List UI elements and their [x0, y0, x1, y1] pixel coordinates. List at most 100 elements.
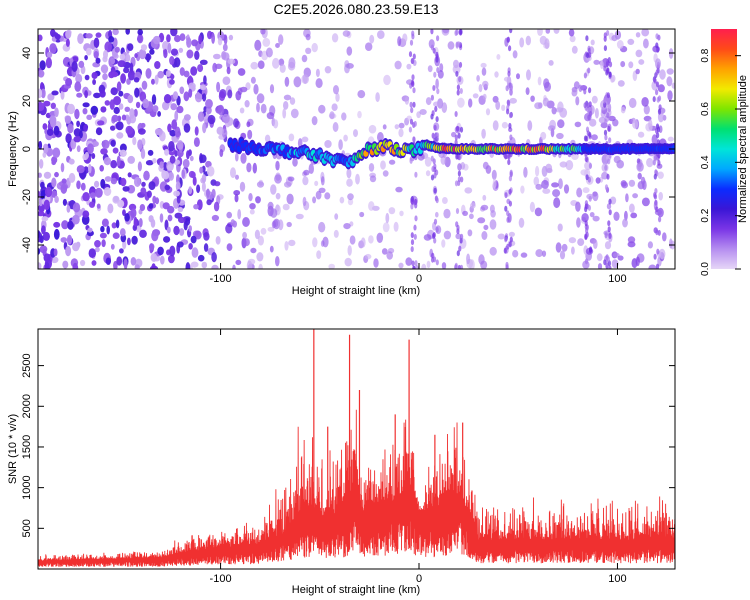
noise-cell: [84, 90, 88, 99]
noise-cell: [120, 73, 126, 84]
noise-cell: [151, 78, 155, 85]
noise-cell: [40, 88, 46, 99]
streak-cell: [412, 87, 416, 94]
streak-cell: [508, 175, 512, 182]
streak-cell: [410, 246, 414, 253]
noise-cell: [622, 218, 628, 228]
streak-cell: [655, 229, 659, 236]
streak-cell: [411, 260, 415, 267]
noise-cell: [301, 136, 309, 143]
noise-cell: [254, 229, 260, 240]
noise-cell: [230, 167, 236, 179]
streak-cell: [587, 67, 591, 74]
noise-cell: [333, 85, 339, 95]
noise-cell: [382, 124, 387, 130]
noise-cell: [162, 41, 169, 51]
noise-cell: [311, 116, 318, 126]
noise-cell: [53, 228, 60, 240]
streak-cell: [607, 57, 611, 63]
noise-cell: [497, 233, 505, 240]
noise-cell: [530, 95, 535, 102]
noise-cell: [75, 73, 83, 84]
noise-cell: [632, 193, 638, 199]
noise-cell: [576, 187, 583, 198]
noise-cell: [239, 86, 248, 93]
noise-cell: [620, 61, 626, 68]
noise-cell: [519, 37, 525, 48]
noise-cell: [110, 57, 116, 65]
noise-cell: [38, 88, 43, 99]
noise-cell: [286, 221, 292, 228]
noise-cell: [174, 110, 179, 122]
streak-cell: [507, 70, 511, 77]
noise-cell: [467, 229, 473, 237]
noise-cell: [480, 62, 487, 68]
heatmap-x-tick-label: 100: [608, 273, 626, 285]
noise-cell: [617, 255, 624, 261]
noise-cell: [186, 150, 190, 160]
noise-cell: [114, 46, 120, 53]
noise-cell: [225, 223, 233, 234]
streak-cell: [410, 107, 414, 114]
snr-x-tick-label: -100: [210, 573, 232, 585]
noise-cell: [382, 222, 390, 233]
streak-cell: [454, 262, 458, 269]
noise-cell: [39, 235, 44, 244]
noise-cell: [167, 42, 172, 54]
noise-cell: [222, 76, 231, 85]
noise-cell: [197, 111, 205, 122]
noise-cell: [205, 99, 213, 109]
streak-cell: [409, 157, 413, 164]
noise-cell: [127, 155, 135, 164]
noise-cell: [40, 181, 45, 189]
noise-cell: [217, 37, 223, 46]
noise-cell: [100, 148, 108, 155]
noise-cell: [65, 38, 70, 47]
noise-cell: [492, 178, 497, 189]
noise-cell: [447, 41, 455, 50]
noise-cell: [92, 141, 99, 147]
noise-cell: [171, 119, 178, 130]
noise-cell: [246, 162, 252, 173]
noise-cell: [213, 53, 221, 60]
noise-cell: [388, 159, 396, 165]
noise-cell: [191, 39, 199, 47]
noise-cell: [284, 241, 289, 251]
heatmap-y-tick-label: -40: [21, 237, 33, 253]
noise-cell: [273, 119, 279, 129]
snr-y-tick-label: 500: [21, 519, 33, 537]
noise-cell: [669, 238, 673, 249]
noise-cell: [163, 94, 172, 104]
noise-cell: [110, 160, 118, 169]
streak-cell: [606, 92, 611, 99]
noise-cell: [582, 187, 590, 194]
noise-cell: [509, 97, 517, 104]
noise-cell: [141, 80, 148, 90]
noise-cell: [199, 59, 208, 65]
noise-cell: [419, 109, 427, 115]
noise-cell: [205, 160, 212, 168]
streak-cell: [656, 126, 661, 133]
noise-cell: [130, 257, 137, 266]
noise-cell: [574, 121, 582, 128]
noise-cell: [49, 43, 57, 54]
noise-cell: [267, 226, 275, 232]
noise-cell: [302, 196, 307, 207]
noise-cell: [253, 84, 259, 95]
noise-cell: [242, 231, 248, 239]
noise-cell: [60, 90, 65, 100]
noise-cell: [651, 134, 658, 145]
streak-cell: [432, 256, 437, 263]
noise-cell: [103, 187, 112, 196]
noise-cell: [157, 111, 162, 117]
noise-cell: [607, 103, 612, 113]
noise-cell: [255, 196, 261, 204]
colorbar-tick-label: 0.2: [700, 208, 711, 222]
noise-cell: [545, 163, 553, 173]
noise-cell: [211, 214, 219, 222]
noise-cell: [150, 253, 158, 262]
noise-cell: [113, 106, 120, 115]
noise-cell: [201, 174, 207, 183]
noise-cell: [305, 33, 311, 41]
